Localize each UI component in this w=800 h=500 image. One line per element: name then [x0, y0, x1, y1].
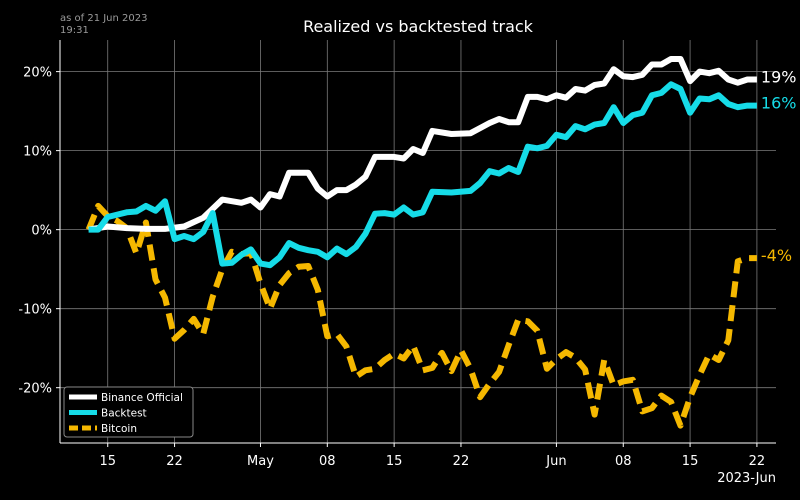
x-tick-label: 22 — [166, 454, 183, 469]
timestamp-date: as of 21 Jun 2023 — [60, 13, 148, 24]
x-tick-label: 22 — [749, 454, 766, 469]
timestamp-label: as of 21 Jun 2023 19:31 — [60, 13, 148, 37]
legend-label: Bitcoin — [101, 423, 137, 435]
x-tick-label: Jun — [545, 454, 566, 469]
series-line-backtest — [88, 81, 757, 269]
grid-lines — [60, 40, 776, 443]
y-tick-label: 0% — [31, 224, 52, 239]
end-value-label-binance-official: 19% — [761, 68, 797, 87]
y-tick-label: 10% — [23, 145, 52, 160]
series-layer — [85, 56, 757, 429]
end-value-label-bitcoin: -4% — [761, 246, 792, 265]
x-tick-label: 15 — [682, 454, 699, 469]
x-tick-label: 15 — [386, 454, 403, 469]
axes: 20% 10% 0% -10% -20% 15 22 May 08 15 22 Jun 08 15 22 20… — [18, 40, 776, 486]
y-tick-label: -10% — [18, 303, 52, 318]
x-tick-label: 15 — [99, 454, 116, 469]
end-labels: 19% 16% -4% — [761, 68, 797, 266]
series-line-bitcoin — [85, 202, 757, 429]
chart-title: Realized vs backtested track — [303, 17, 534, 36]
y-tick-label: -20% — [18, 382, 52, 397]
x-tick-label: 08 — [319, 454, 336, 469]
legend: Binance Official Backtest Bitcoin — [63, 386, 194, 438]
series-line-binance-official — [88, 56, 757, 233]
x-tick-label: 08 — [615, 454, 632, 469]
x-tick-label: May — [247, 454, 274, 469]
legend-label: Backtest — [101, 408, 147, 420]
timestamp-time: 19:31 — [60, 25, 89, 36]
y-tick-label: 20% — [23, 66, 52, 81]
x-offset-label: 2023-Jun — [717, 471, 776, 486]
end-value-label-backtest: 16% — [761, 94, 797, 113]
x-tick-label: 22 — [453, 454, 470, 469]
legend-label: Binance Official — [101, 392, 183, 404]
